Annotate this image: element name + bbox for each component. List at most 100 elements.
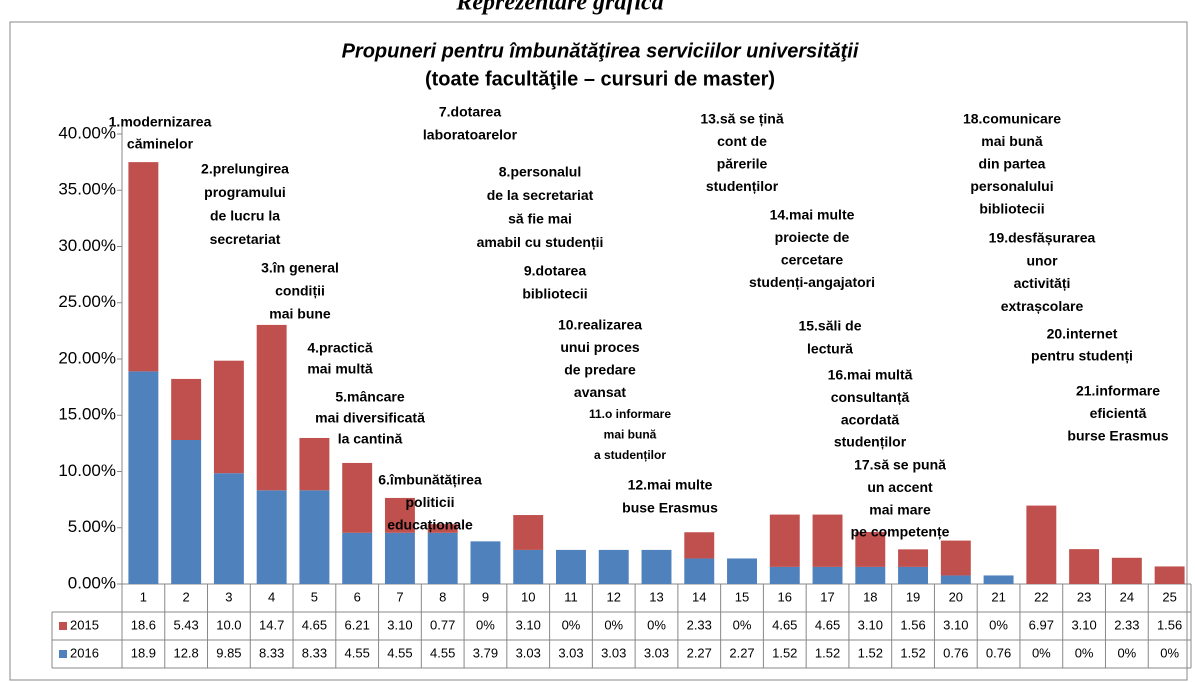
table-cell: 2.27 [729, 645, 754, 660]
table-cell: 0% [647, 617, 666, 632]
table-cell: 4.65 [815, 617, 840, 632]
bar-segment [427, 532, 458, 584]
annotation: mai bună [981, 133, 1043, 149]
annotation: personalului [970, 178, 1053, 194]
annotation: a studenților [594, 448, 666, 462]
table-cell: 0% [989, 617, 1008, 632]
table-cell: 4.55 [345, 645, 370, 660]
annotation: 10.realizarea [558, 317, 642, 333]
table-cell: 3.79 [473, 645, 498, 660]
annotation: acordată [841, 411, 900, 427]
annotation: 11.o informare [589, 407, 671, 421]
x-tick-label: 7 [396, 589, 403, 604]
annotation: 1.modernizarea [109, 114, 212, 130]
annotation: avansat [574, 384, 626, 400]
annotation: 7.dotarea [439, 104, 501, 120]
annotation: unui proces [560, 339, 640, 355]
annotation: cercetare [781, 252, 843, 268]
annotation: 20.internet [1047, 326, 1118, 342]
bar-segment [812, 566, 843, 584]
annotation: burse Erasmus [1067, 428, 1168, 444]
bar-segment [256, 490, 287, 584]
x-tick-label: 9 [482, 589, 489, 604]
annotation: mai bună [604, 428, 657, 442]
bar-segment [299, 437, 330, 491]
bar-segment [128, 371, 159, 584]
y-tick-label: 25.00% [58, 292, 116, 311]
x-tick-label: 15 [735, 589, 749, 604]
annotation: de lucru la [210, 208, 280, 224]
annotation: mai multă [307, 361, 373, 377]
page-header: Reprezentare grafică [455, 0, 663, 16]
bar-segment [171, 440, 202, 584]
table-cell: 4.55 [387, 645, 412, 660]
annotation: pe competențe [851, 524, 950, 540]
y-tick-label: 20.00% [58, 348, 116, 367]
bar-segment [128, 162, 159, 372]
chart-subtitle: (toate facultăţile – cursuri de master) [425, 68, 775, 90]
annotation: 13.să se țină [700, 111, 783, 127]
annotation: secretariat [210, 231, 281, 247]
chart-frame [9, 21, 1188, 681]
bar-segment [299, 490, 330, 584]
table-cell: 6.97 [1029, 617, 1054, 632]
annotation: mai diversificată [315, 410, 425, 426]
annotation: pentru studenți [1031, 348, 1133, 364]
annotation: 18.comunicare [963, 111, 1061, 127]
legend-swatch [59, 622, 67, 630]
bar-segment [684, 558, 715, 584]
table-cell: 1.52 [772, 645, 797, 660]
annotation: 15.săli de [798, 318, 861, 334]
y-tick-label: 0.00% [68, 573, 116, 592]
annotation: proiecte de [775, 229, 850, 245]
annotation: mai bune [269, 306, 331, 322]
bar-segment [256, 324, 287, 491]
legend-label: 2016 [70, 645, 99, 660]
annotation: 19.desfășurarea [989, 230, 1096, 246]
table-cell: 3.03 [516, 645, 541, 660]
table-cell: 3.10 [516, 617, 541, 632]
annotation: activități [1014, 275, 1071, 291]
bar-segment [1026, 505, 1057, 584]
annotation: bibliotecii [522, 286, 587, 302]
table-cell: 0% [1075, 645, 1094, 660]
x-tick-label: 21 [991, 589, 1005, 604]
bar-segment [1111, 557, 1142, 584]
annotation: consultanță [831, 389, 910, 405]
annotation: să fie mai [508, 211, 572, 227]
table-cell: 1.56 [1157, 617, 1182, 632]
annotation: bibliotecii [979, 201, 1044, 217]
table-cell: 3.03 [601, 645, 626, 660]
x-tick-label: 16 [778, 589, 792, 604]
bar-segment [513, 515, 544, 550]
bar-segment [513, 549, 544, 584]
bar-segment [898, 549, 929, 567]
bar-segment [384, 497, 415, 533]
bar-segment [1154, 566, 1185, 584]
x-tick-label: 25 [1162, 589, 1176, 604]
table-cell: 2.33 [1114, 617, 1139, 632]
table-cell: 18.9 [131, 645, 156, 660]
annotation: studenți-angajatori [749, 274, 875, 290]
annotation: 5.mâncare [335, 389, 404, 405]
x-tick-label: 2 [183, 589, 190, 604]
x-tick-label: 3 [225, 589, 232, 604]
bar-segment [427, 524, 458, 533]
bar-segment [684, 532, 715, 559]
x-tick-label: 4 [268, 589, 275, 604]
annotation: condiții [275, 283, 325, 299]
y-tick-label: 35.00% [58, 180, 116, 199]
table-cell: 3.03 [558, 645, 583, 660]
table-cell: 0% [733, 617, 752, 632]
table-cell: 2.33 [687, 617, 712, 632]
annotation: eficientă [1090, 405, 1147, 421]
table-cell: 12.8 [173, 645, 198, 660]
annotation: unor [1026, 252, 1058, 268]
x-tick-label: 24 [1120, 589, 1134, 604]
annotation: 14.mai multe [770, 207, 855, 223]
bar-segment [384, 532, 415, 584]
bar-segment [769, 566, 800, 584]
annotation: de la secretariat [487, 187, 594, 203]
table-cell: 6.21 [345, 617, 370, 632]
legend-swatch [59, 650, 67, 658]
